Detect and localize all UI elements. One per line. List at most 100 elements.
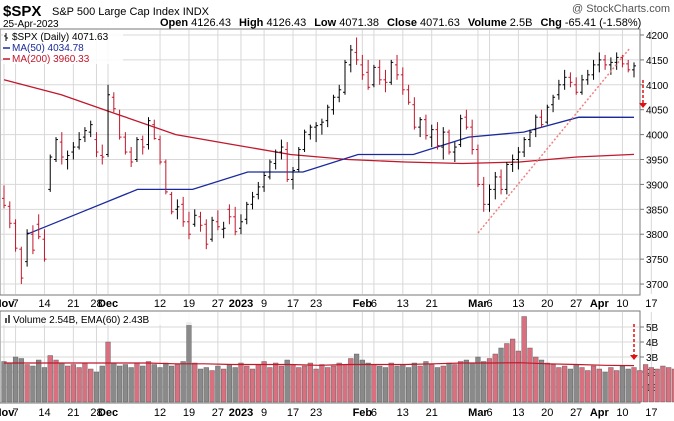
volume-bar	[30, 365, 36, 403]
ohlc-bar	[175, 199, 180, 220]
date-tick-label: 27	[212, 298, 224, 310]
legend-label: MA(50) 4034.78	[12, 43, 84, 54]
ohlc-bar	[204, 219, 209, 250]
ohlc-bar	[447, 129, 452, 155]
price-tick-label: 3850	[646, 205, 669, 216]
volume-bar	[325, 367, 331, 403]
volume-bar	[625, 368, 631, 403]
ohlc-bar	[423, 114, 428, 140]
ohlc-bar	[129, 147, 134, 167]
volume-bar	[226, 364, 233, 403]
ohlc-bar	[481, 176, 486, 212]
ohlc-bar	[314, 122, 319, 143]
volume-tick-label: 3B	[646, 353, 659, 364]
ohlc-bar	[626, 59, 631, 73]
volume-bar	[197, 368, 204, 403]
ohlc-bar	[337, 84, 342, 103]
volume-bar	[654, 368, 660, 403]
ohlc-bar	[13, 219, 18, 252]
volume-bar	[671, 368, 674, 403]
ohlc-bar	[106, 84, 111, 158]
ma50-line	[26, 116, 635, 235]
volume-bar	[192, 362, 198, 403]
volume-bar	[550, 364, 556, 403]
ohlc-bar	[510, 154, 515, 172]
date-tick-label: Nov	[0, 407, 15, 419]
volume-bar	[504, 343, 510, 403]
ohlc-bar	[418, 117, 423, 138]
ohlc-bar	[256, 181, 261, 200]
volume-bar	[174, 364, 180, 403]
ohlc-bar	[308, 124, 313, 140]
ohlc-bar	[238, 214, 243, 235]
volume-bar	[527, 347, 533, 403]
date-tick-label: 21	[426, 298, 438, 310]
volume-bar	[371, 364, 377, 403]
volume-bar	[157, 367, 163, 403]
ohlc-bar	[100, 144, 105, 165]
volume-bar	[105, 341, 111, 403]
price-tick-label: 4200	[646, 31, 669, 42]
ohlc-bar	[25, 229, 30, 267]
date-tick-label: 20	[541, 298, 553, 310]
volume-bar	[498, 347, 504, 403]
volume-bar	[394, 365, 400, 403]
volume-bar	[278, 365, 285, 403]
ohlc-bar	[215, 210, 220, 231]
volume-bar	[273, 362, 279, 403]
date-tick-label: 17	[287, 298, 299, 310]
symbol-full-name: S&P 500 Large Cap Index	[52, 6, 180, 18]
ohlc-bar	[562, 69, 567, 90]
volume-bar	[631, 367, 637, 403]
volume-bar	[429, 364, 435, 403]
down-arrow-icon	[639, 80, 647, 108]
volume-bar	[533, 356, 539, 403]
ohlc-bar	[140, 135, 145, 155]
ohlc-bar	[360, 54, 365, 80]
volume-bar	[1, 361, 7, 403]
volume-bar	[562, 365, 568, 403]
ohlc-bar	[603, 54, 608, 70]
volume-bar	[423, 361, 429, 403]
volume-bar	[163, 362, 169, 403]
volume-bar	[255, 364, 261, 403]
ohlc-bar	[30, 225, 35, 255]
ohlc-bar	[441, 127, 446, 160]
symbol-title: $SPX	[3, 3, 41, 20]
volume-bar	[221, 368, 227, 403]
date-tick-label: 21	[67, 407, 79, 419]
volume-bar	[244, 365, 250, 403]
volume-bar	[53, 359, 59, 403]
date-tick-label: 23	[310, 407, 322, 419]
date-tick-label: 13	[397, 407, 409, 419]
volume-bar	[180, 361, 186, 403]
volume-bar	[117, 365, 123, 403]
ohlc-bar	[273, 149, 278, 170]
volume-bar	[203, 367, 209, 403]
date-tick-label: 7	[12, 407, 18, 419]
volume-bar	[128, 367, 134, 403]
volume-bar	[573, 364, 579, 403]
volume-bar	[486, 358, 493, 403]
volume-bar	[434, 367, 441, 403]
price-panel-frame	[0, 28, 641, 296]
ohlc-bar	[88, 120, 93, 138]
ohlc-bar	[522, 137, 527, 158]
ohlc-bar	[325, 104, 330, 128]
ohlc-bar	[452, 142, 457, 162]
ohlc-bar	[377, 59, 382, 85]
ohlc-bar	[262, 171, 267, 192]
volume-bar	[538, 359, 545, 403]
volume-bar	[475, 356, 481, 403]
ohlc-bar	[123, 132, 128, 155]
volume-bar	[238, 362, 244, 403]
volume-panel: 1B2B3B4B5B Volume 2.54B, EMA(60) 2.43B N…	[0, 310, 674, 419]
volume-bar	[111, 362, 117, 403]
volume-bar	[186, 322, 192, 403]
date-tick-label: 12	[154, 407, 166, 419]
volume-bars	[1, 316, 674, 403]
volume-bar	[510, 338, 516, 403]
volume-bar	[579, 367, 585, 403]
ohlc-bar	[533, 114, 538, 138]
volume-bar	[596, 368, 602, 403]
